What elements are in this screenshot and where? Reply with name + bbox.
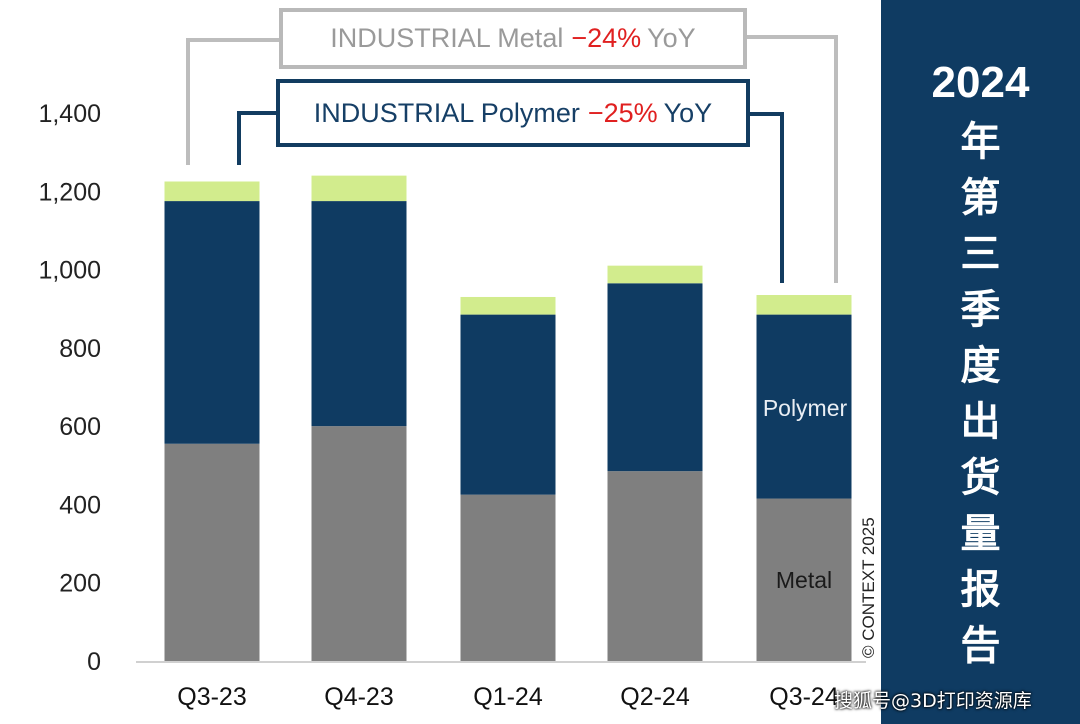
bar-polymer-q3-24: [756, 314, 852, 499]
y-tick-label: 1,000: [38, 257, 101, 285]
metal-callout-change: −24%: [571, 23, 642, 53]
metal-yoy-callout: INDUSTRIAL Metal −24% YoY: [279, 8, 747, 69]
x-tick-label: Q4-23: [324, 683, 393, 711]
polymer-callout-suffix: YoY: [663, 97, 713, 128]
bar-metal-q1-24: [460, 494, 556, 661]
x-axis: Q3-23 Q4-23 Q1-24 Q2-24 Q3-24: [177, 683, 839, 711]
x-tick-label: Q3-23: [177, 683, 246, 711]
x-tick-label: Q3-24: [769, 683, 839, 711]
source-watermark: 搜狐号@3D打印资源库: [834, 690, 1032, 712]
copyright-label: © CONTEXT 2025: [859, 517, 878, 658]
polymer-yoy-callout: INDUSTRIAL Polymer −25% YoY: [276, 79, 750, 147]
y-tick-label: 400: [59, 491, 101, 519]
bar-other-q1-24: [460, 296, 556, 315]
y-tick-label: 1,400: [38, 100, 101, 128]
bar-polymer-q2-24: [607, 283, 703, 472]
y-tick-label: 1,200: [38, 178, 101, 206]
bar-other-q4-23: [311, 175, 407, 202]
callout-connectors: [186, 35, 838, 283]
bar-polymer-q1-24: [460, 314, 556, 495]
x-tick-label: Q2-24: [620, 683, 690, 711]
metal-callout-suffix: YoY: [647, 23, 696, 53]
polymer-callout-label: INDUSTRIAL Polymer: [313, 97, 580, 128]
report-title-char: 货: [960, 455, 1001, 501]
report-title-panel: 2024 年第三季度出货量报告: [881, 0, 1080, 724]
report-title-char: 出: [960, 399, 1001, 445]
bar-polymer-q3-23: [164, 201, 260, 444]
polymer-segment-label: Polymer: [763, 395, 848, 421]
polymer-connector-left: [237, 111, 276, 165]
report-title-char: 第: [960, 175, 1001, 221]
metal-callout-label: INDUSTRIAL Metal: [330, 23, 564, 53]
report-title: 年第三季度出货量报告: [881, 114, 1080, 674]
metal-connector-right: [747, 35, 838, 283]
bar-polymer-q4-23: [311, 201, 407, 427]
report-title-char: 年: [960, 119, 1001, 165]
report-title-char: 告: [960, 623, 1001, 669]
bar-metal-q3-23: [164, 443, 260, 661]
bar-metal-q4-23: [311, 426, 407, 661]
y-axis: 0 200 400 600 800 1,000 1,200 1,400: [38, 100, 866, 676]
report-title-char: 季: [960, 287, 1001, 333]
metal-connector-left: [186, 38, 279, 165]
metal-segment-label: Metal: [776, 567, 832, 593]
bar-other-q2-24: [607, 265, 703, 284]
y-tick-label: 600: [59, 413, 101, 441]
y-tick-label: 800: [59, 335, 101, 363]
polymer-callout-change: −25%: [587, 97, 658, 128]
x-tick-label: Q1-24: [473, 683, 543, 711]
bar-other-q3-24: [756, 295, 852, 315]
bar-metal-q3-24: [756, 498, 852, 661]
bars: Polymer Metal: [164, 175, 852, 661]
polymer-connector-right: [750, 112, 784, 283]
bar-metal-q2-24: [607, 471, 703, 661]
y-tick-label: 0: [87, 648, 101, 676]
stacked-bar-chart: 0 200 400 600 800 1,000 1,200 1,400 Polymer Meta…: [38, 35, 878, 711]
report-title-char: 量: [960, 511, 1001, 557]
report-title-char: 度: [960, 343, 1001, 389]
report-title-char: 报: [960, 567, 1001, 613]
report-year: 2024: [931, 58, 1030, 107]
report-title-char: 三: [960, 231, 1001, 277]
bar-other-q3-23: [164, 181, 260, 202]
y-tick-label: 200: [59, 570, 101, 598]
